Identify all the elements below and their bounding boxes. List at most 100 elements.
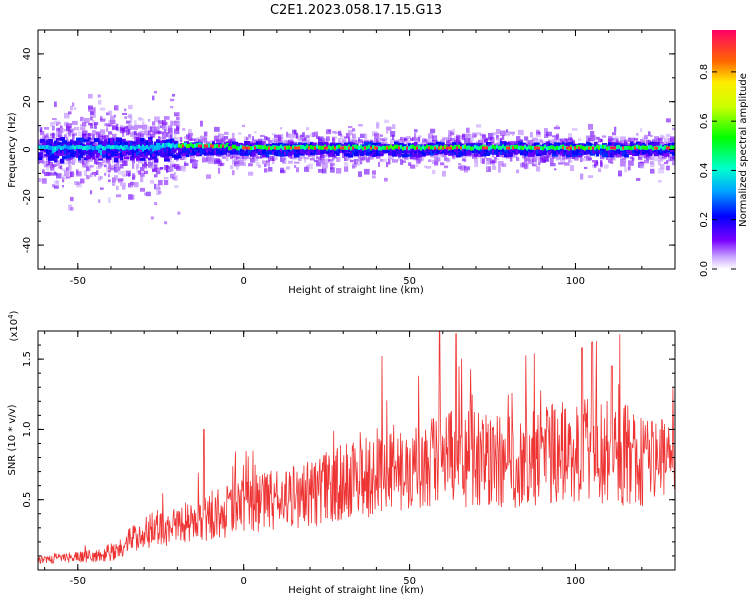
spectrogram-cell [38, 145, 41, 150]
spectrogram-cell [46, 161, 50, 165]
spectrogram-cell [276, 145, 279, 150]
spectrogram-cell [294, 161, 300, 164]
spectrogram-cell [476, 141, 479, 145]
spectrogram-cell [290, 141, 294, 146]
spectrogram-cell [536, 133, 541, 138]
spectrogram-cell [152, 129, 156, 135]
spectrogram-cell [68, 126, 71, 133]
spectrogram-cell [640, 141, 644, 144]
spectrogram-cell [40, 145, 43, 150]
spectrogram-cell [524, 136, 529, 141]
spectrogram-cell [464, 159, 467, 162]
spectrogram-cell [114, 145, 117, 150]
spectrogram-cell [366, 145, 369, 150]
spectrogram-cell [468, 138, 471, 143]
spectrogram-cell [56, 163, 60, 166]
spectrogram-cell [378, 146, 381, 151]
spectrogram-cell [260, 134, 265, 137]
spectrogram-cell [90, 117, 93, 121]
spectrogram-cell [562, 153, 566, 157]
spectrogram-cell [108, 144, 111, 149]
spectrogram-cell [386, 126, 392, 131]
spectrogram-cell [362, 146, 365, 151]
spectrogram-cell [38, 154, 43, 157]
spectrogram-cell [642, 145, 645, 150]
spectrogram-cell [266, 151, 272, 155]
spectrogram-cell [88, 149, 92, 154]
spectrogram-cell [474, 153, 479, 157]
spectrogram-cell [484, 149, 487, 153]
spectrogram-cell [306, 148, 309, 152]
spectrogram-cell [150, 216, 154, 220]
snr-frame [37, 330, 676, 571]
spectrogram-cell [124, 108, 127, 112]
spectrogram-cell [214, 126, 220, 132]
spectrogram-cell [148, 163, 151, 168]
spectrogram-cell [174, 147, 180, 151]
spectrogram-cell [166, 164, 169, 168]
spectrogram-cell [300, 134, 303, 138]
spectrogram-cell [452, 128, 456, 133]
spectrogram-cell [498, 141, 502, 147]
spectrogram-cell [388, 159, 391, 165]
spectrogram-cell [318, 138, 323, 142]
spectrogram-cell [174, 144, 177, 149]
spectrogram-cell [356, 149, 360, 154]
spectrogram-cell [92, 151, 95, 154]
spectrogram-cell [588, 157, 592, 161]
spectrogram-cell [62, 168, 67, 171]
spectrogram-cell [550, 163, 556, 167]
spectrogram-cell [262, 154, 267, 158]
spectrogram-cell [510, 131, 515, 135]
spectrogram-cell [40, 127, 43, 132]
spectrogram-cell [72, 152, 77, 155]
snr-scale-label: (x104) [7, 310, 20, 341]
spectrogram-cell [446, 139, 450, 144]
spectrogram-cell [540, 139, 544, 144]
spectrogram-cell [268, 164, 271, 168]
spectrogram-cell [348, 129, 353, 136]
spectrogram-cell [540, 159, 543, 163]
spectrogram-cell [380, 134, 383, 137]
spectrogram-cell [52, 132, 55, 139]
spectrogram-cell [98, 163, 102, 169]
spectrogram-cell [52, 146, 55, 151]
spectrogram-cell [292, 145, 295, 150]
spectrogram-cell [184, 162, 189, 166]
spectrogram-cell [166, 139, 172, 143]
spectrogram-cell [532, 148, 536, 152]
spectrogram-cell [130, 182, 133, 188]
spectrogram-cell [134, 130, 137, 136]
spectrogram-cell [564, 154, 567, 157]
spectrogram-cell [114, 175, 118, 181]
spectrogram-cell [486, 150, 491, 155]
spectrogram-cell [138, 144, 141, 149]
spectrogram-cell [286, 133, 292, 138]
spectrogram-cell [524, 144, 527, 149]
spectrogram-cell [530, 145, 533, 150]
spectrogram-cell [358, 171, 362, 177]
colorbar-tick-label: 0.8 [699, 64, 710, 80]
spectrogram-cell [262, 145, 265, 150]
spectrogram-cell [152, 95, 155, 101]
spectrogram-cell [54, 152, 58, 156]
spectrogram-cell [110, 164, 116, 170]
spectrogram-cell [566, 151, 570, 155]
spectrogram-cell [54, 146, 57, 151]
spectrogram-cell [304, 157, 310, 160]
spectrogram-cell [272, 143, 278, 147]
spectrogram-cell [646, 143, 649, 149]
spectrogram-cell [142, 163, 145, 167]
spectrogram-cell [338, 144, 341, 149]
spectrogram-cell [78, 156, 82, 161]
spectrogram-cell [216, 140, 220, 146]
spectrogram-cell [244, 141, 250, 146]
spectrogram-cell [234, 157, 238, 162]
spectrogram-cell [232, 144, 235, 149]
spectrogram-cell [560, 144, 563, 149]
spectrogram-cell [94, 122, 99, 125]
spectrogram-cell [504, 146, 507, 151]
spectrogram-cell [100, 144, 103, 149]
spectrogram-cell [172, 164, 176, 168]
spectrogram-cell [612, 132, 617, 136]
